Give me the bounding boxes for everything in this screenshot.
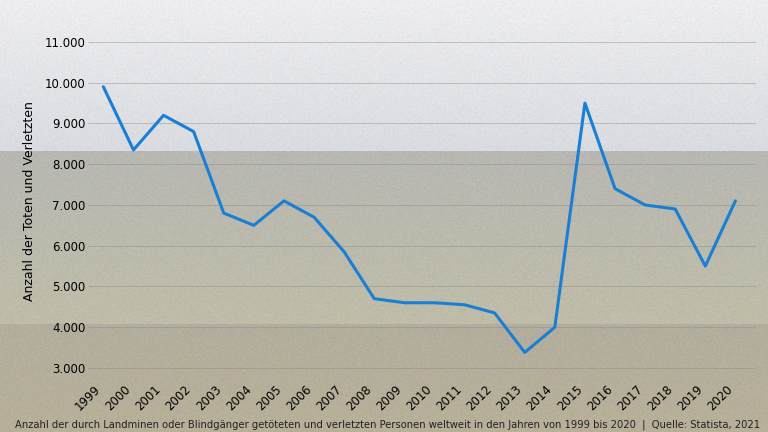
Y-axis label: Anzahl der Toten und Verletzten: Anzahl der Toten und Verletzten	[23, 101, 36, 301]
Text: Anzahl der durch Landminen oder Blindgänger getöteten und verletzten Personen we: Anzahl der durch Landminen oder Blindgän…	[15, 419, 760, 430]
